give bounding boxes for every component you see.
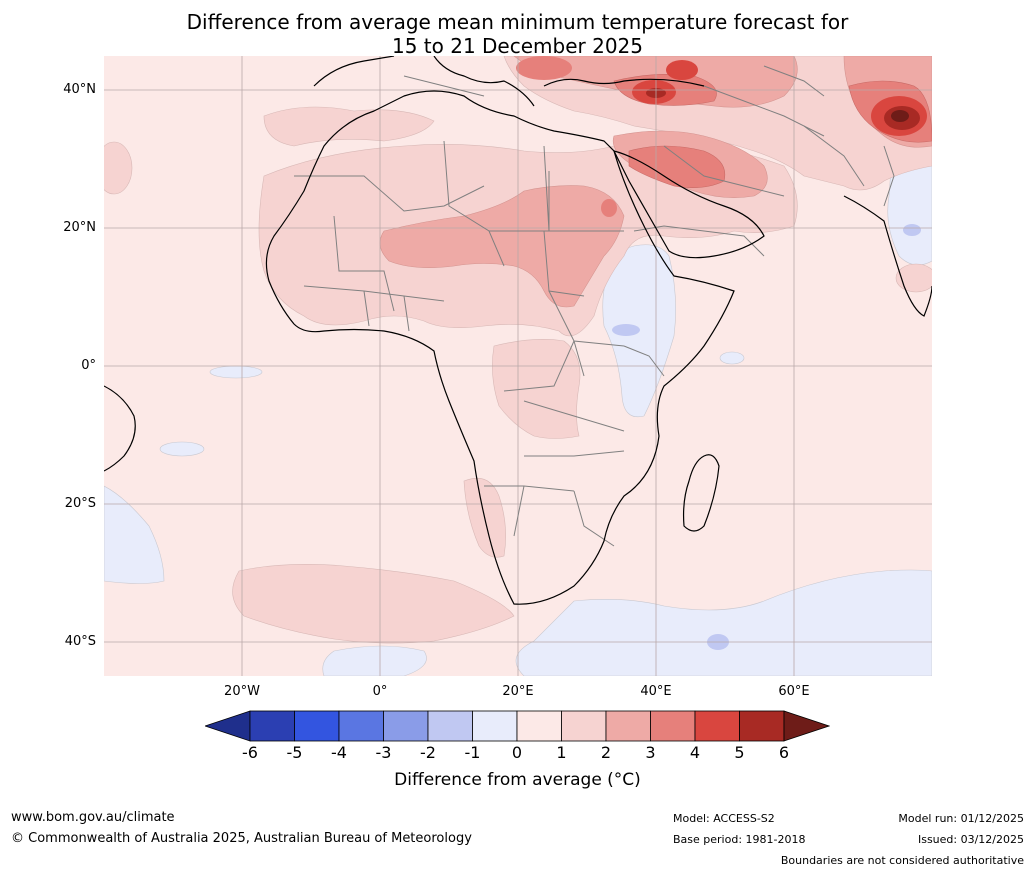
colorbar-tick: -4: [331, 743, 347, 762]
colorbar-bin-minus1: [472, 710, 518, 742]
warm-spot-caucasus: [666, 60, 698, 80]
warm-anomaly-central-africa: [492, 339, 581, 439]
lon-label-40e: 40°E: [640, 684, 672, 699]
base-period: Base period: 1981-2018: [673, 833, 806, 846]
colorbar-tick: 1: [556, 743, 567, 762]
lat-label-40s: 40°S: [64, 634, 96, 649]
cool-spot-sw-atlantic: [159, 441, 205, 457]
cool-anomaly-south-indian: [515, 569, 932, 676]
warm-spot-tibet-peak: [891, 110, 909, 122]
colorbar-tick: -5: [286, 743, 303, 762]
coast-madagascar: [682, 454, 720, 532]
lon-label-20w: 20°W: [224, 684, 260, 699]
warm-spot-india: [895, 263, 932, 293]
warm-anomaly-middle-east: [503, 56, 932, 191]
lon-label-20e: 20°E: [502, 684, 534, 699]
colorbar-tick: -3: [375, 743, 392, 762]
lon-label-0: 0°: [372, 684, 388, 699]
cool-anomaly-southwest: [104, 485, 165, 584]
warm-spot-balkans: [516, 56, 572, 80]
colorbar-tick: -6: [242, 743, 258, 762]
cool-spot-lake-victoria: [612, 324, 640, 336]
warm-anomaly-south-atlantic: [232, 564, 515, 644]
colorbar-bin-minus6: [249, 710, 295, 742]
colorbar-tick: 3: [645, 743, 656, 762]
colorbar-tick: 2: [600, 743, 612, 762]
colorbar-bin-4: [694, 710, 740, 742]
warm-anomaly-chad-libya: [379, 185, 625, 308]
cool-spot-india: [903, 224, 921, 236]
colorbar-tick: 0: [511, 743, 523, 762]
colorbar-bin-0: [516, 710, 562, 742]
warm-anomaly-north-africa-west: [263, 106, 435, 147]
cool-spot-atlantic: [209, 365, 263, 379]
lat-label-equator: 0°: [81, 358, 96, 373]
colorbar-bin-minus5: [294, 710, 340, 742]
coast-europe: [313, 56, 705, 107]
model-name: Model: ACCESS-S2: [673, 812, 775, 825]
map-title-line-2: 15 to 21 December 2025: [391, 34, 643, 58]
colorbar-bin-minus4: [338, 710, 384, 742]
coastlines: [104, 56, 932, 605]
lat-label-40n: 40°N: [63, 82, 96, 97]
colorbar-bin-5: [739, 710, 785, 742]
warm-spot-red-sea: [601, 199, 617, 217]
coast-africa: [265, 90, 735, 605]
colorbar-low-extension: [205, 710, 251, 742]
coast-india: [843, 195, 932, 317]
lat-label-20s: 20°S: [64, 496, 96, 511]
colorbar-bin-minus3: [383, 710, 429, 742]
copyright-notice: © Commonwealth of Australia 2025, Austra…: [11, 831, 472, 846]
map-title-line-1: Difference from average mean minimum tem…: [186, 10, 849, 34]
website-link[interactable]: www.bom.gov.au/climate: [11, 810, 175, 825]
colorbar-high-extension: [783, 710, 830, 742]
boundaries-disclaimer: Boundaries are not considered authoritat…: [780, 854, 1024, 867]
coast-south-america: [104, 385, 136, 472]
graticule: [104, 56, 932, 676]
colorbar-tick: -2: [420, 743, 436, 762]
cool-anomaly-south-atlantic: [322, 645, 427, 676]
coast-arabia: [612, 150, 765, 259]
colorbar-bin-1: [561, 710, 607, 742]
colorbar-tick: 5: [734, 743, 745, 762]
colorbar-tick: 4: [689, 743, 701, 762]
issued-date: Issued: 03/12/2025: [917, 833, 1024, 846]
model-run-date: Model run: 01/12/2025: [898, 812, 1024, 825]
lat-label-20n: 20°N: [63, 220, 96, 235]
lon-label-60e: 60°E: [778, 684, 810, 699]
colorbar: [205, 710, 830, 742]
forecast-map: [104, 56, 932, 676]
warm-spot-west-atlantic: [104, 141, 133, 195]
colorbar-bin-3: [650, 710, 696, 742]
colorbar-tick: 6: [778, 743, 790, 762]
colorbar-tick: -1: [464, 743, 481, 762]
colorbar-label: Difference from average (°C): [394, 770, 641, 790]
cool-spot-arabian-sea: [719, 351, 745, 365]
colorbar-bin-minus2: [427, 710, 473, 742]
country-boundaries: [294, 65, 895, 547]
colorbar-bin-2: [605, 710, 651, 742]
